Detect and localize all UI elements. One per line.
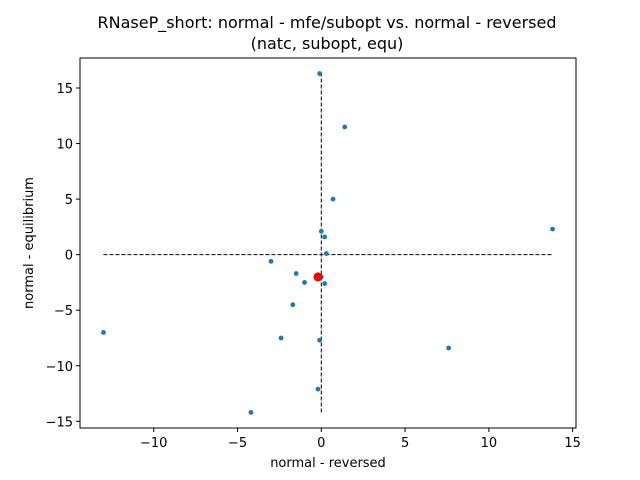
y-tick-label: −10 bbox=[46, 360, 73, 375]
x-tick-label: 0 bbox=[317, 436, 325, 451]
plot-area bbox=[101, 71, 555, 415]
data-point bbox=[268, 258, 274, 264]
data-point bbox=[101, 330, 106, 335]
axes-frame bbox=[79, 57, 577, 429]
y-axis-ticks: −15 −10 −5 0 5 10 15 bbox=[46, 82, 80, 430]
data-point bbox=[248, 410, 254, 415]
data-point bbox=[317, 337, 323, 343]
data-point bbox=[317, 71, 323, 76]
data-point bbox=[315, 386, 321, 392]
x-tick-label: −10 bbox=[140, 436, 167, 451]
data-point bbox=[342, 124, 348, 130]
data-point bbox=[322, 234, 328, 240]
x-axis-ticks: −10 −5 0 5 10 15 bbox=[140, 428, 581, 451]
highlight-point bbox=[313, 272, 323, 282]
x-tick-label: 5 bbox=[401, 436, 409, 451]
x-axis-label: normal - reversed bbox=[270, 456, 386, 471]
data-point bbox=[318, 228, 324, 234]
y-axis-label: normal - equilibrium bbox=[22, 177, 37, 309]
y-tick-label: 15 bbox=[56, 82, 73, 97]
data-point bbox=[302, 280, 307, 285]
y-tick-label: 0 bbox=[65, 249, 73, 264]
data-point bbox=[322, 281, 328, 286]
chart-title-line1: RNaseP_short: normal - mfe/subopt vs. no… bbox=[98, 13, 557, 33]
data-point bbox=[446, 345, 452, 351]
y-tick-label: 5 bbox=[65, 193, 73, 208]
x-tick-label: 15 bbox=[564, 436, 581, 451]
chart-title-line2: (natc, subopt, equ) bbox=[251, 34, 404, 53]
y-tick-label: 10 bbox=[56, 138, 73, 153]
y-tick-label: −15 bbox=[46, 415, 73, 430]
x-tick-label: 10 bbox=[481, 436, 498, 451]
data-point bbox=[290, 302, 296, 308]
y-tick-label: −5 bbox=[54, 304, 73, 319]
data-point bbox=[323, 251, 329, 256]
data-point bbox=[293, 271, 299, 276]
data-point bbox=[330, 196, 336, 202]
data-point bbox=[550, 226, 555, 232]
data-point bbox=[278, 335, 284, 341]
x-tick-label: −5 bbox=[228, 436, 247, 451]
